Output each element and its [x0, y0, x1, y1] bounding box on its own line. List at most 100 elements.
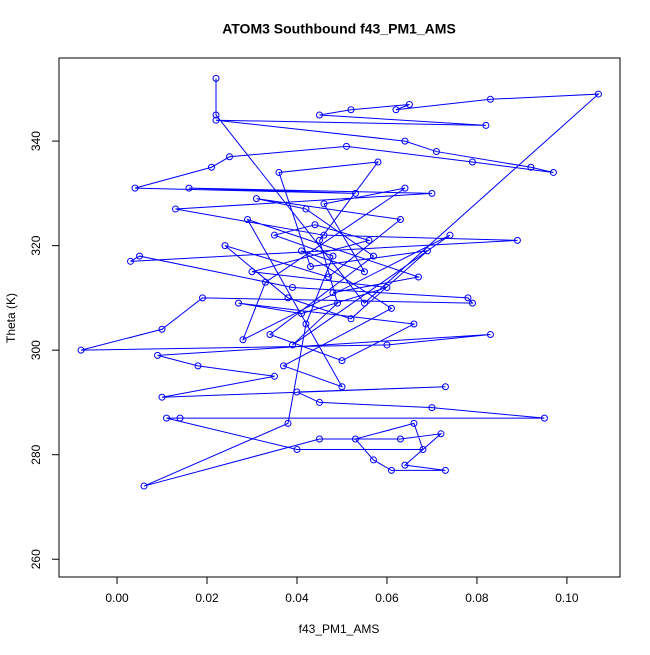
data-point — [351, 189, 359, 197]
data-point — [185, 184, 193, 192]
x-tick-label: 0.04 — [285, 591, 309, 605]
data-point — [383, 283, 391, 291]
data-point — [315, 398, 323, 406]
data-point — [261, 278, 269, 286]
data-point — [527, 163, 535, 171]
data-point — [369, 456, 377, 464]
data-point — [338, 383, 346, 391]
data-point — [311, 221, 319, 229]
data-point — [441, 466, 449, 474]
data-point — [324, 273, 332, 281]
plot-frame — [58, 57, 621, 578]
data-point — [333, 299, 341, 307]
y-tick-label: 320 — [29, 235, 43, 255]
data-point — [275, 168, 283, 176]
data-point — [432, 148, 440, 156]
data-point — [293, 445, 301, 453]
data-point — [252, 195, 260, 203]
data-point — [392, 106, 400, 114]
x-tick-label: 0.06 — [375, 591, 399, 605]
data-point — [176, 414, 184, 422]
data-point — [194, 362, 202, 370]
data-point — [284, 294, 292, 302]
data-point — [158, 325, 166, 333]
data-point — [419, 445, 427, 453]
data-point — [423, 247, 431, 255]
data-point — [396, 435, 404, 443]
data-point — [486, 330, 494, 338]
data-point — [540, 414, 548, 422]
data-point — [468, 158, 476, 166]
data-point — [468, 299, 476, 307]
data-point — [513, 236, 521, 244]
data-point — [302, 205, 310, 213]
data-point — [428, 189, 436, 197]
data-point — [284, 419, 292, 427]
data-point — [347, 106, 355, 114]
x-tick-label: 0.10 — [555, 591, 579, 605]
chart-title: ATOM3 Southbound f43_PM1_AMS — [222, 21, 456, 37]
data-point — [199, 294, 207, 302]
data-point — [396, 216, 404, 224]
y-tick-label: 260 — [29, 549, 43, 569]
data-point — [315, 236, 323, 244]
data-point — [212, 74, 220, 82]
data-point — [360, 268, 368, 276]
data-point — [77, 346, 85, 354]
data-point — [329, 252, 337, 260]
data-point — [297, 247, 305, 255]
data-point — [437, 430, 445, 438]
data-point — [288, 341, 296, 349]
data-point — [401, 461, 409, 469]
data-point — [464, 294, 472, 302]
data-point — [383, 341, 391, 349]
data-point — [338, 357, 346, 365]
data-point — [212, 111, 220, 119]
data-point — [446, 231, 454, 239]
data-point — [221, 242, 229, 250]
data-point — [351, 435, 359, 443]
data-point — [347, 315, 355, 323]
data-point — [360, 299, 368, 307]
data-point — [401, 137, 409, 145]
data-point — [320, 231, 328, 239]
data-point — [365, 236, 373, 244]
data-point — [315, 111, 323, 119]
data-point — [315, 435, 323, 443]
data-point — [594, 90, 602, 98]
data-point — [329, 289, 337, 297]
data-point — [387, 304, 395, 312]
data-point — [410, 320, 418, 328]
data-point — [293, 388, 301, 396]
data-point — [239, 336, 247, 344]
data-point — [482, 121, 490, 129]
data-point — [405, 101, 413, 109]
y-tick-label: 300 — [29, 340, 43, 360]
data-point — [279, 362, 287, 370]
y-axis-label: Theta (K) — [4, 293, 18, 343]
data-point — [226, 153, 234, 161]
data-point — [401, 184, 409, 192]
data-point — [414, 273, 422, 281]
data-point — [127, 257, 135, 265]
y-tick-label: 280 — [29, 444, 43, 464]
data-line — [80, 78, 600, 487]
data-point — [266, 330, 274, 338]
data-point — [131, 184, 139, 192]
data-point — [208, 163, 216, 171]
x-tick-label: 0.00 — [105, 591, 129, 605]
data-point — [136, 252, 144, 260]
y-tick-label: 340 — [29, 131, 43, 151]
data-point — [441, 383, 449, 391]
data-point — [158, 393, 166, 401]
data-point — [486, 95, 494, 103]
data-point — [270, 372, 278, 380]
data-point — [374, 158, 382, 166]
data-point — [243, 216, 251, 224]
x-tick-label: 0.08 — [465, 591, 489, 605]
data-point — [297, 310, 305, 318]
data-point — [163, 414, 171, 422]
data-point — [212, 116, 220, 124]
data-point — [235, 299, 243, 307]
